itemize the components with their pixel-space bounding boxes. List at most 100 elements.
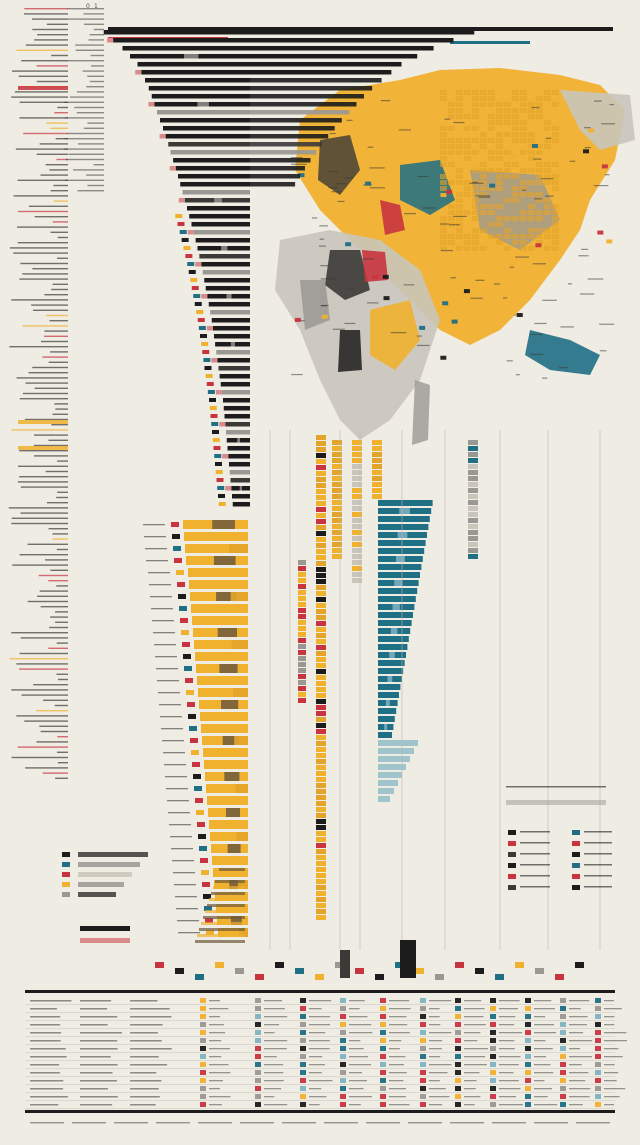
map-grid-cell — [528, 102, 535, 107]
bar-series-0-seg — [206, 150, 216, 155]
map-grid-cell — [504, 234, 511, 239]
bar-label-text — [165, 776, 187, 778]
bar-series-2-seg — [392, 604, 400, 610]
column-bar — [316, 819, 326, 824]
column-bar — [316, 849, 326, 854]
map-grid-cell — [544, 228, 551, 233]
row-label-text — [52, 413, 68, 415]
bar-series-0-accent — [159, 134, 166, 139]
footer-flag — [560, 1046, 566, 1051]
bar-series-1 — [215, 892, 248, 901]
footer-flag — [525, 1062, 531, 1067]
bar-flag — [194, 786, 202, 791]
row-label-text — [73, 169, 104, 171]
row-label-text — [38, 574, 68, 577]
footer-text — [130, 1096, 160, 1098]
map-grid-cell — [536, 228, 543, 233]
row-label-text — [13, 252, 68, 254]
column-bar — [316, 783, 326, 788]
row-label-text — [18, 465, 68, 467]
map-label-tick — [444, 118, 451, 120]
footer-flag — [595, 1070, 601, 1075]
row-label-text — [8, 507, 69, 509]
map-grid-cell — [512, 240, 519, 245]
map-grid-cell — [520, 96, 527, 101]
bar-series-1-seg — [231, 640, 248, 649]
column-bar — [332, 548, 342, 553]
row-label-text — [57, 678, 68, 681]
footer-flag — [380, 1062, 386, 1067]
map-grid-cell — [512, 132, 519, 137]
row-label-text — [17, 179, 68, 181]
bar-series-2 — [378, 644, 408, 650]
bar-series-1-seg — [217, 628, 237, 637]
column-bar — [332, 530, 342, 535]
column-bar — [316, 909, 326, 914]
bar-flag — [189, 726, 197, 731]
map-label-tick — [337, 200, 345, 203]
footer-flag — [380, 1070, 386, 1075]
legend-swatch — [508, 830, 516, 835]
bar-series-2-seg — [390, 628, 398, 634]
column-bar — [298, 644, 306, 649]
bar-label-text — [171, 848, 193, 850]
row-label-text — [49, 320, 68, 322]
bar-series-0 — [113, 38, 250, 43]
bottom-flag — [515, 962, 524, 968]
map-grid-cell — [528, 204, 535, 209]
footer-text — [534, 1008, 555, 1010]
bar-flag — [175, 214, 183, 218]
footer-text — [264, 1024, 280, 1026]
bar-series-1 — [185, 544, 248, 553]
map-grid-cell — [504, 132, 511, 137]
map-grid-cell — [552, 204, 559, 209]
row-label-text — [89, 80, 104, 83]
map-grid-cell — [480, 132, 487, 137]
row-label-text — [57, 491, 68, 493]
bar-series-0 — [165, 134, 250, 139]
footer-text — [309, 1000, 332, 1002]
footer-text — [349, 1104, 361, 1106]
column-bar — [468, 536, 478, 541]
map-grid-cell — [440, 90, 447, 95]
bar-series-0-accent — [195, 262, 202, 267]
map-label-tick — [545, 137, 552, 139]
footer-text — [499, 1000, 520, 1002]
bar-series-0-right — [250, 102, 357, 107]
column-bar — [316, 699, 326, 704]
column-bar — [316, 771, 326, 776]
footer-flag — [455, 1070, 461, 1075]
row-label-text — [16, 49, 68, 51]
footer-text — [130, 1024, 163, 1026]
row-label-text — [17, 746, 68, 748]
bar-series-0-right — [250, 166, 305, 171]
row-label-text — [31, 304, 68, 306]
row-label-text — [25, 382, 68, 384]
column-bar — [468, 464, 478, 469]
footer-text — [264, 1064, 284, 1066]
footer-flag — [525, 1022, 531, 1027]
bar-series-1 — [203, 748, 248, 757]
footer-text — [534, 1088, 553, 1090]
map-grid-cell — [504, 102, 511, 107]
map-grid-cell — [544, 90, 551, 95]
column-bar — [316, 537, 326, 542]
footer-text — [349, 1056, 369, 1058]
footer-flag — [380, 1038, 386, 1043]
footer-flag — [340, 1062, 346, 1067]
bar-series-0-accent — [148, 102, 155, 107]
bar-series-1-seg — [237, 880, 248, 889]
row-label-highlight — [18, 86, 68, 90]
map-grid-cell — [536, 162, 543, 167]
footer-flag — [525, 1094, 531, 1099]
footer-flag — [340, 1054, 346, 1059]
bar-series-0 — [220, 382, 250, 387]
row-label-text — [67, 8, 104, 10]
map-grid-cell — [448, 234, 455, 239]
map-label-tick — [533, 158, 542, 160]
map-grid-cell — [520, 192, 527, 197]
footer-text — [130, 1064, 168, 1066]
map-grid-cell — [480, 204, 487, 209]
footer-flag — [595, 1014, 601, 1019]
footer-text — [30, 1048, 66, 1050]
